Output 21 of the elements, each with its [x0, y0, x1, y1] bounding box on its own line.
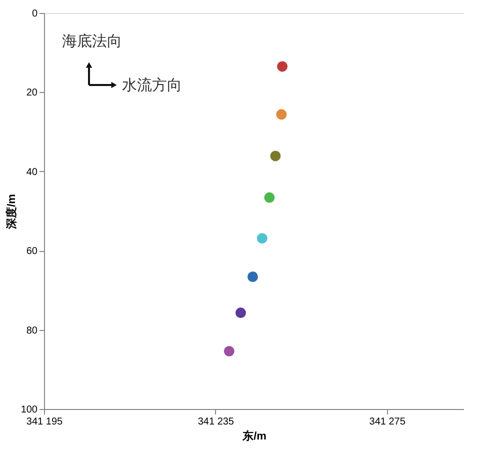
y-axis-title: 深度/m	[4, 194, 18, 230]
point	[264, 192, 275, 203]
y-tick-label: 20	[26, 88, 38, 99]
annotation: 水流方向	[122, 77, 182, 94]
y-tick-label: 40	[26, 166, 38, 178]
annotation: 海底法向	[62, 33, 122, 50]
x-axis-title: 东/m	[242, 430, 267, 442]
point	[224, 346, 234, 356]
point	[247, 272, 258, 282]
x-tick-label: 341 235	[198, 416, 234, 428]
y-tick-label: 80	[26, 325, 38, 336]
y-tick-label: 60	[26, 246, 38, 258]
y-tick-label: 0	[32, 8, 38, 20]
point	[277, 61, 288, 72]
x-tick-label: 341 275	[369, 416, 406, 428]
point	[235, 308, 246, 318]
point	[256, 233, 268, 244]
point	[276, 109, 287, 120]
point	[270, 150, 281, 162]
y-tick-label: 100	[20, 404, 38, 416]
x-tick-label: 341 195	[26, 416, 64, 428]
